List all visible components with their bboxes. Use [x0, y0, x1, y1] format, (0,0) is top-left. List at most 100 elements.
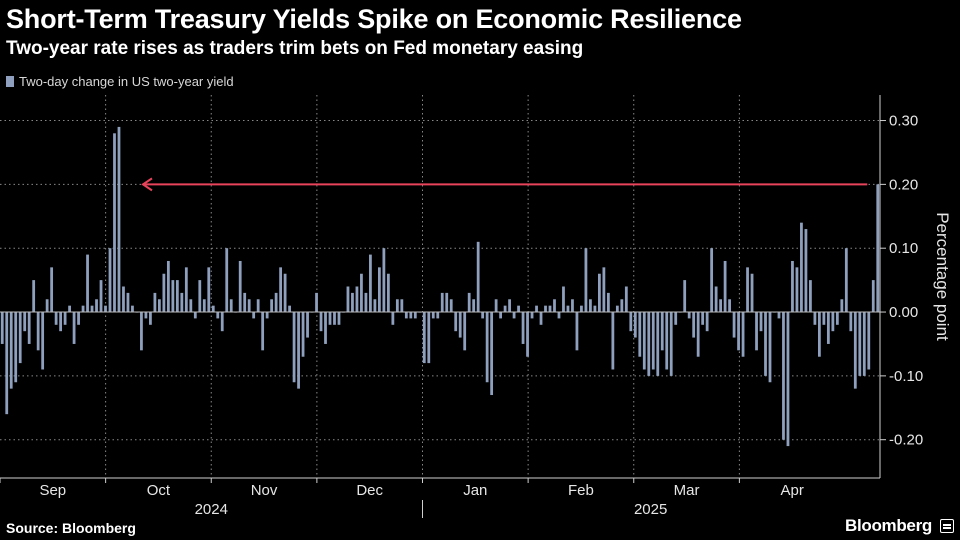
- bar: [220, 312, 224, 332]
- bar: [14, 312, 18, 383]
- bar: [166, 260, 170, 313]
- bar: [333, 312, 336, 325]
- bar: [638, 312, 642, 357]
- bar: [687, 312, 691, 319]
- bar: [791, 260, 794, 313]
- bar: [9, 312, 13, 389]
- source-note: Source: Bloomberg: [6, 520, 136, 536]
- bar: [301, 312, 305, 357]
- y-tick-label: 0.10: [889, 240, 918, 257]
- brand-terminal-icon: [940, 519, 954, 533]
- bar: [853, 312, 857, 389]
- bar: [602, 267, 606, 313]
- bar: [665, 312, 669, 370]
- bar: [835, 312, 839, 325]
- annotation-arrow: [141, 177, 868, 192]
- bar: [81, 305, 85, 313]
- bar: [714, 286, 718, 313]
- x-tick-label: Oct: [147, 482, 171, 499]
- bar: [557, 312, 561, 319]
- chart-subtitle: Two-year rate rises as traders trim bets…: [6, 38, 584, 59]
- bar: [440, 292, 444, 313]
- bar: [710, 248, 714, 313]
- bar: [481, 312, 485, 319]
- bar: [454, 312, 458, 332]
- x-year-label: 2025: [634, 501, 667, 518]
- bar: [27, 312, 31, 344]
- bar: [41, 312, 45, 370]
- bar: [238, 260, 242, 313]
- bar: [737, 312, 740, 351]
- axes: -0.20 -0.10 0.00 0.10 0.20 0.30 Sep Oct Nov Dec Ja…: [0, 95, 923, 518]
- bar: [297, 312, 300, 389]
- bar: [319, 312, 323, 332]
- bar: [499, 312, 503, 319]
- bar: [202, 299, 206, 313]
- bar: [193, 312, 197, 319]
- grid-lines: [0, 95, 880, 478]
- bar: [346, 286, 350, 313]
- bar: [395, 299, 399, 313]
- bar: [548, 305, 552, 313]
- x-tick-label: Apr: [781, 482, 804, 499]
- bar: [777, 312, 781, 319]
- bar: [809, 280, 812, 313]
- y-tick-label: 0.30: [889, 113, 918, 130]
- bar: [184, 267, 188, 313]
- bar: [467, 292, 471, 313]
- bar: [59, 312, 63, 332]
- bar: [544, 305, 547, 313]
- bar: [485, 312, 489, 383]
- bar: [660, 312, 664, 351]
- bar: [126, 292, 130, 313]
- x-tick-label: Nov: [251, 482, 278, 499]
- bar: [386, 273, 390, 313]
- bar: [189, 299, 193, 313]
- bar: [611, 312, 615, 370]
- bar: [656, 312, 660, 376]
- bar: [324, 312, 327, 344]
- bar: [822, 312, 826, 325]
- bar: [764, 312, 767, 376]
- bar: [755, 312, 758, 351]
- x-tick-label: Jan: [463, 482, 487, 499]
- bar: [840, 299, 844, 313]
- bar: [377, 267, 381, 313]
- bar: [122, 286, 125, 313]
- bar: [723, 260, 727, 313]
- bar: [117, 126, 121, 313]
- bar: [876, 184, 880, 313]
- bar: [431, 312, 435, 319]
- bar: [705, 312, 709, 332]
- bar: [413, 312, 417, 319]
- bar: [36, 312, 40, 351]
- bar: [571, 299, 574, 313]
- bar: [490, 312, 494, 396]
- bar: [651, 312, 655, 370]
- bar: [458, 312, 462, 338]
- bar: [539, 312, 543, 325]
- bar: [692, 312, 696, 338]
- bar: [265, 312, 269, 319]
- bar: [575, 312, 579, 351]
- bar: [23, 312, 27, 332]
- bar: [629, 312, 633, 332]
- y-tick-label: -0.10: [889, 368, 923, 385]
- bar: [243, 292, 247, 313]
- bar: [77, 312, 80, 325]
- bar: [862, 312, 866, 376]
- bar: [229, 299, 233, 313]
- x-tick-label: Sep: [39, 482, 66, 499]
- x-tick-label: Mar: [674, 482, 700, 499]
- bar: [256, 299, 260, 313]
- bar: [140, 312, 143, 351]
- bar: [315, 292, 318, 313]
- bar: [369, 254, 372, 313]
- bar: [606, 292, 610, 313]
- bar: [503, 305, 507, 313]
- bar: [54, 312, 58, 325]
- bar: [728, 299, 731, 313]
- legend-label: Two-day change in US two-year yield: [19, 74, 234, 89]
- bar: [355, 286, 359, 313]
- bar: [216, 312, 220, 319]
